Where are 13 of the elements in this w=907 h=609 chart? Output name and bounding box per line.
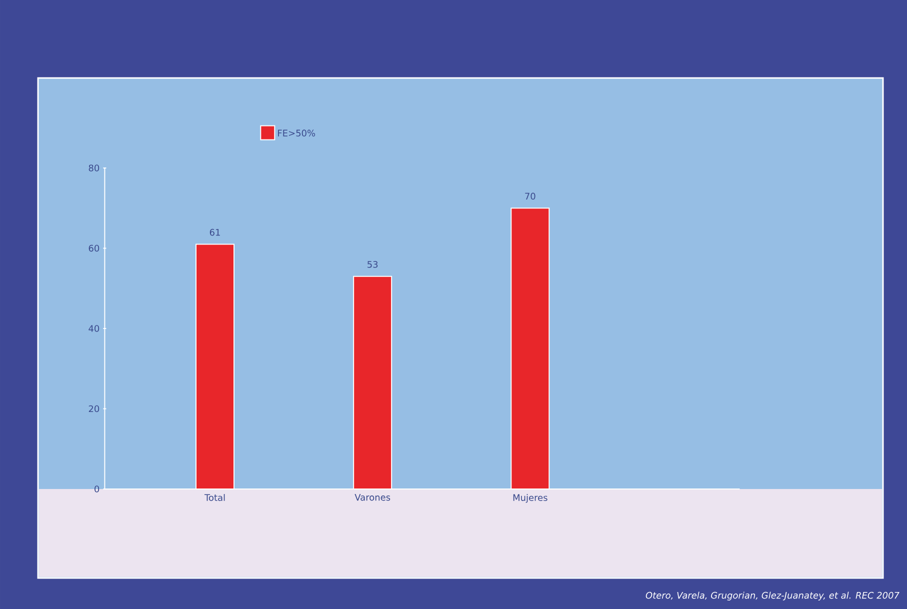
- data-label: 53: [368, 260, 378, 268]
- y-tick-label: 20: [88, 405, 100, 412]
- x-tick-label: Mujeres: [513, 494, 548, 503]
- data-label: 61: [210, 228, 220, 236]
- y-tick-label: 80: [88, 164, 100, 172]
- legend-label: FE>50%: [278, 130, 316, 136]
- x-tick-label: Varones: [354, 494, 390, 501]
- x-tick-label: Total: [204, 494, 225, 501]
- data-label: 70: [525, 192, 536, 200]
- y-tick-label: 0: [94, 486, 100, 492]
- y-tick-label: 40: [88, 325, 100, 332]
- y-tick-label: 60: [88, 244, 100, 252]
- text: Otero, Varela, Grugorian, Glez-Juanatey, et al. REC 2007: [646, 592, 900, 600]
